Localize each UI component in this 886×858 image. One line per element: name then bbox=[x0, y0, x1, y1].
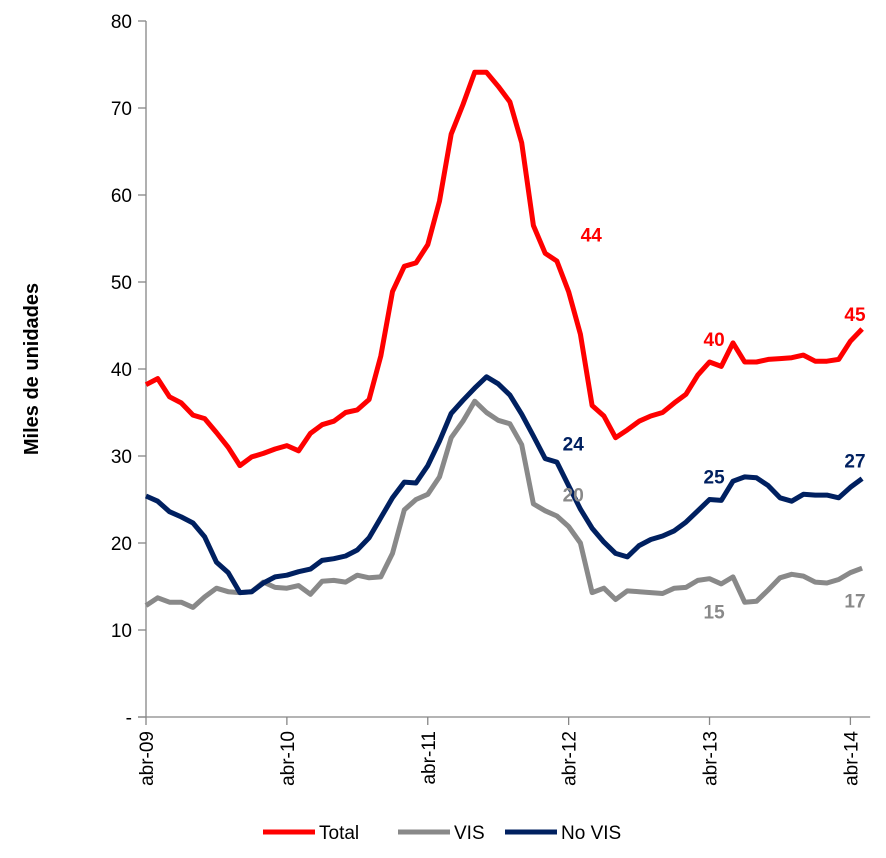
legend-entry: Total bbox=[319, 823, 359, 844]
y-tick-label: 40 bbox=[111, 360, 132, 381]
y-tick-label: 80 bbox=[111, 12, 132, 33]
legend-entry: VIS bbox=[454, 823, 485, 844]
series-layer bbox=[144, 69, 864, 610]
y-tick-label: 20 bbox=[111, 534, 132, 555]
data-label-vis: 17 bbox=[844, 592, 865, 613]
x-tick-label: abr-13 bbox=[701, 731, 722, 786]
x-tick-label: abr-10 bbox=[278, 731, 299, 786]
axes: - 10 20 30 40 50 60 70 80 abr-09 abr-10 abr-11 abr-1… bbox=[111, 12, 871, 786]
y-tick-label: - bbox=[126, 708, 132, 729]
series-line-total bbox=[144, 69, 864, 469]
data-labels: 44 40 45 24 25 27 20 15 17 bbox=[563, 226, 866, 624]
y-axis-label: Miles de unidades bbox=[21, 283, 43, 455]
x-tick-label: abr-12 bbox=[560, 731, 581, 786]
series-line-no-vis bbox=[144, 374, 864, 596]
y-tick-label: 70 bbox=[111, 99, 132, 120]
series-line-vis bbox=[144, 398, 863, 610]
data-label-vis: 20 bbox=[563, 485, 584, 506]
x-tick-label: abr-09 bbox=[137, 731, 158, 786]
legend-entry: No VIS bbox=[561, 823, 621, 844]
data-label-no-vis: 27 bbox=[844, 451, 865, 472]
data-label-vis: 15 bbox=[704, 603, 726, 624]
y-tick-label: 10 bbox=[111, 621, 132, 642]
data-label-total: 45 bbox=[844, 305, 866, 326]
x-tick-label: abr-14 bbox=[841, 731, 862, 786]
y-tick-label: 30 bbox=[111, 447, 132, 468]
y-tick-label: 50 bbox=[111, 273, 132, 294]
data-label-no-vis: 25 bbox=[704, 468, 726, 489]
legend: Total VIS No VIS bbox=[263, 823, 621, 844]
data-label-no-vis: 24 bbox=[563, 435, 585, 456]
y-tick-label: 60 bbox=[111, 186, 132, 207]
data-label-total: 40 bbox=[704, 330, 725, 351]
data-label-total: 44 bbox=[581, 226, 603, 247]
x-tick-label: abr-11 bbox=[419, 731, 440, 785]
